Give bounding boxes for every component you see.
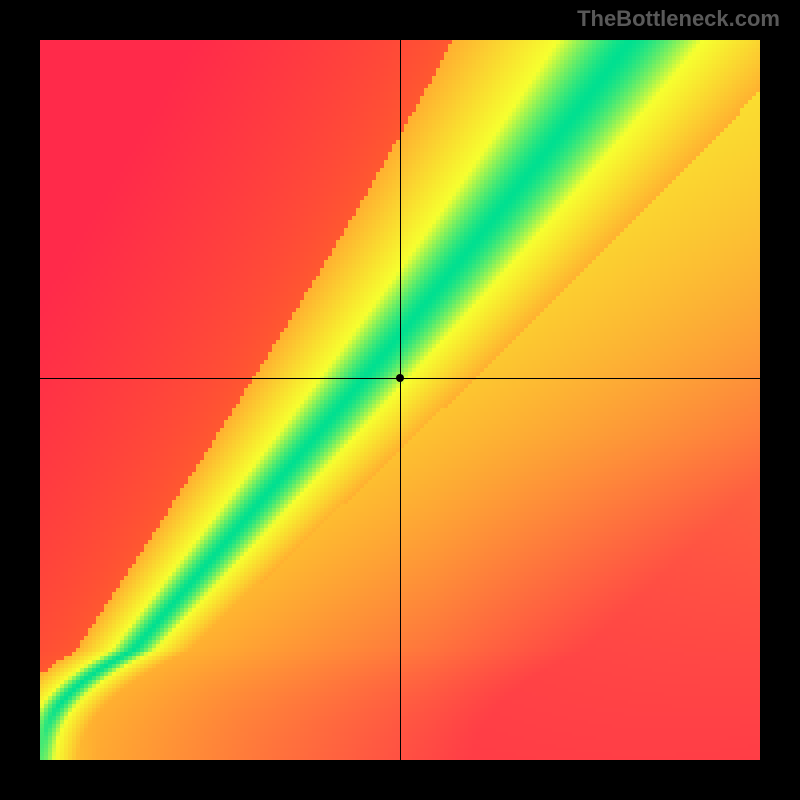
crosshair-vertical [400, 40, 401, 760]
watermark-text: TheBottleneck.com [577, 6, 780, 32]
chart-container: TheBottleneck.com [0, 0, 800, 800]
plot-area [40, 40, 760, 760]
marker-dot [396, 374, 404, 382]
